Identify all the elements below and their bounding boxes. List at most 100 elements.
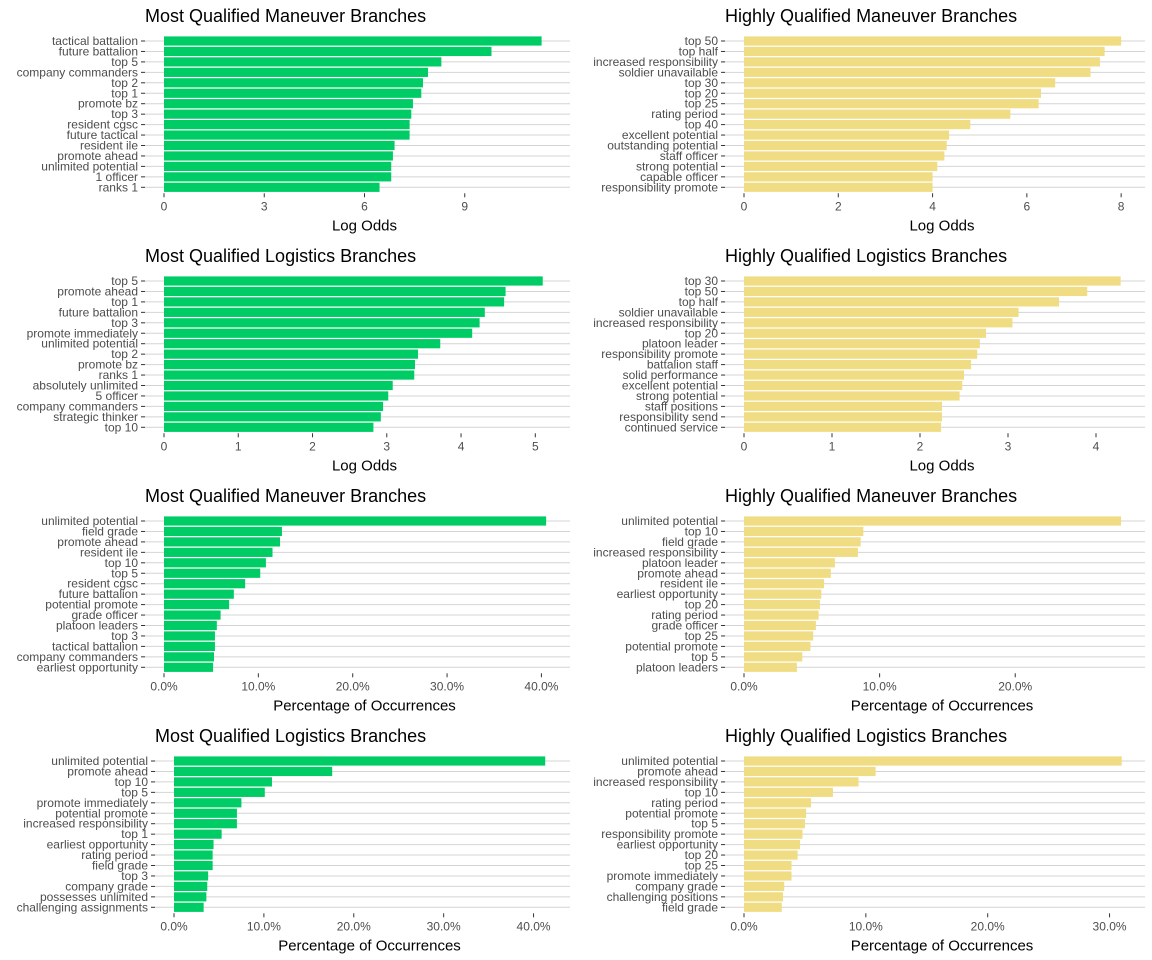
- x-axis-label: Log Odds: [332, 217, 397, 234]
- category-label: top 3: [111, 629, 138, 643]
- bar: [164, 537, 281, 547]
- category-label: earliest opportunity: [47, 838, 148, 852]
- x-tick-label: 3: [261, 199, 268, 213]
- category-label: challenging positions: [607, 890, 718, 904]
- category-label: top 50: [685, 34, 719, 48]
- bar: [744, 57, 1100, 67]
- bar: [164, 182, 380, 192]
- x-tick-label: 20.0%: [998, 679, 1032, 693]
- bar: [744, 777, 859, 787]
- bar: [174, 871, 209, 881]
- bar: [744, 819, 805, 829]
- category-label: top 20: [685, 326, 719, 340]
- bar: [744, 766, 876, 777]
- category-label: 5 officer: [96, 389, 138, 403]
- x-tick-label: 0: [161, 199, 168, 213]
- category-label: increased responsibility: [593, 775, 718, 789]
- category-label: continued service: [625, 420, 719, 434]
- category-label: unlimited potential: [51, 754, 148, 768]
- x-tick-label: 0: [161, 439, 168, 453]
- category-label: platoon leader: [642, 556, 718, 570]
- x-tick-label: 5: [532, 439, 539, 453]
- category-label: solid performance: [623, 368, 719, 382]
- bar: [164, 589, 234, 599]
- bar: [744, 360, 972, 370]
- category-label: rating period: [651, 107, 718, 121]
- bar: [744, 88, 1041, 98]
- bar: [164, 36, 542, 46]
- category-label: top 3: [111, 107, 138, 121]
- category-label: increased responsibility: [593, 316, 718, 330]
- category-label: outstanding potential: [607, 139, 718, 153]
- bar: [164, 558, 266, 568]
- chart-panel: Highly Qualified Maneuver Branches unlimi…: [593, 486, 1145, 714]
- bar: [744, 328, 986, 338]
- category-label: top 50: [685, 284, 719, 298]
- category-label: future battalion: [59, 44, 138, 58]
- bar: [164, 516, 547, 526]
- x-tick-label: 0.0%: [730, 679, 758, 693]
- category-label: potential promote: [625, 806, 718, 820]
- category-label: field grade: [662, 900, 718, 914]
- bar: [174, 798, 242, 808]
- bar: [164, 339, 441, 349]
- category-label: staff positions: [645, 399, 718, 413]
- bar: [744, 297, 1060, 307]
- bar: [744, 182, 933, 192]
- x-axis-label: Percentage of Occurrences: [273, 697, 456, 714]
- x-tick-label: 4: [1093, 439, 1100, 453]
- bar: [744, 161, 938, 171]
- x-axis-label: Log Odds: [332, 457, 397, 474]
- category-label: strong potential: [636, 159, 718, 173]
- chart-panel: Most Qualified Logistics Branches unlimit…: [17, 726, 570, 954]
- bar: [164, 422, 374, 432]
- category-label: earliest opportunity: [617, 838, 718, 852]
- category-label: top 5: [111, 274, 138, 288]
- category-label: top 5: [691, 650, 718, 664]
- bar: [164, 140, 395, 151]
- bar: [744, 902, 782, 912]
- bar: [744, 151, 945, 161]
- x-tick-label: 20.0%: [336, 679, 370, 693]
- bar: [164, 297, 505, 307]
- bar: [164, 307, 485, 317]
- bar: [744, 652, 803, 662]
- bar: [744, 756, 1122, 766]
- category-label: potential promote: [55, 806, 148, 820]
- bar: [744, 78, 1056, 88]
- category-label: ranks 1: [99, 180, 139, 194]
- bar: [744, 829, 803, 839]
- bar: [744, 99, 1039, 109]
- category-label: top 25: [685, 629, 719, 643]
- bar: [744, 526, 864, 537]
- bar: [744, 881, 785, 891]
- category-label: responsibility promote: [601, 347, 718, 361]
- x-tick-label: 6: [1024, 199, 1031, 213]
- category-label: promote bz: [78, 358, 138, 372]
- category-label: tactical battalion: [52, 639, 138, 653]
- category-label: top half: [679, 44, 719, 58]
- bar: [164, 610, 221, 620]
- bar: [164, 120, 410, 130]
- chart-title: Highly Qualified Logistics Branches: [725, 726, 1007, 746]
- category-label: promote ahead: [57, 535, 138, 549]
- bar: [744, 276, 1121, 286]
- category-label: tactical battalion: [52, 34, 138, 48]
- category-label: platoon leaders: [56, 619, 138, 633]
- category-label: top 30: [685, 76, 719, 90]
- category-label: future battalion: [59, 305, 138, 319]
- bar: [744, 140, 947, 151]
- x-tick-label: 2: [835, 199, 842, 213]
- bar: [744, 631, 814, 641]
- bar: [744, 109, 1011, 119]
- bar: [164, 88, 422, 98]
- bar: [174, 860, 213, 871]
- category-label: promote ahead: [57, 149, 138, 163]
- x-tick-label: 4: [458, 439, 465, 453]
- bar: [164, 568, 261, 578]
- category-label: potential promote: [45, 598, 138, 612]
- category-label: company grade: [635, 879, 718, 893]
- category-label: earliest opportunity: [37, 660, 138, 674]
- bar: [744, 370, 964, 380]
- category-label: company commanders: [17, 65, 138, 79]
